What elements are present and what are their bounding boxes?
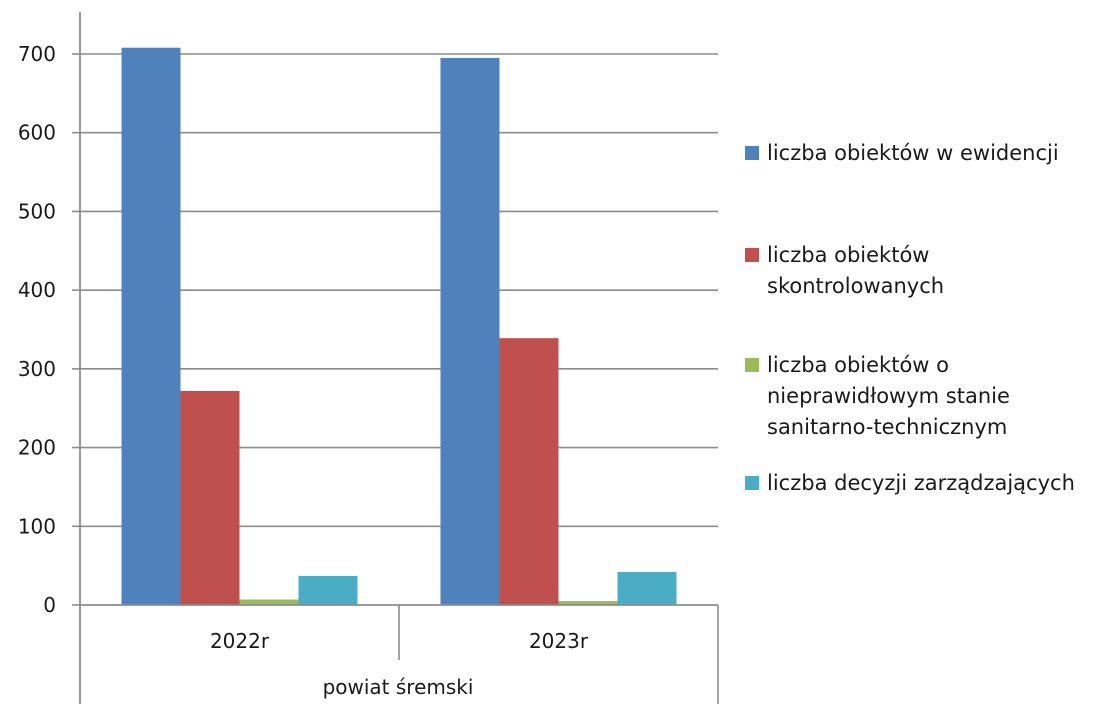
legend-label: liczba obiektów [767,243,929,267]
axes [79,12,719,704]
group-label: powiat śremski [323,675,474,699]
x-tick-label: 2022r [210,629,270,653]
bar [121,47,181,605]
y-tick-label: 400 [18,278,56,302]
legend-label: nieprawidłowym stanie [767,384,1010,408]
legend-label: liczba obiektów w ewidencji [767,141,1059,165]
legend-swatch [745,248,759,262]
y-tick-label: 600 [18,121,56,145]
bar [239,599,299,605]
bar [180,390,240,605]
y-tick-label: 700 [18,42,56,66]
legend: liczba obiektów w ewidencji liczba obiekt… [745,141,1075,495]
x-tick-label: 2023r [529,629,589,653]
legend-label: skontrolowanych [767,274,944,298]
y-axis-ticks: 0 100 200 300 400 500 600 700 [18,42,80,617]
legend-swatch [745,358,759,372]
bar [440,57,500,605]
y-tick-label: 100 [18,514,56,538]
bar [499,338,559,605]
bar [617,571,677,605]
x-axis-labels: powiat śremski 2022r 2023r [210,629,589,699]
legend-label: sanitarno-technicznym [767,415,1007,439]
bars [121,47,677,605]
y-tick-label: 200 [18,436,56,460]
legend-swatch [745,146,759,160]
y-tick-label: 0 [43,593,56,617]
legend-swatch [745,476,759,490]
y-tick-label: 500 [18,199,56,223]
legend-label: liczba decyzji zarządzających [767,471,1075,495]
bar [298,575,358,605]
y-tick-label: 300 [18,357,56,381]
legend-label: liczba obiektów o [767,353,949,377]
bar [558,601,618,605]
